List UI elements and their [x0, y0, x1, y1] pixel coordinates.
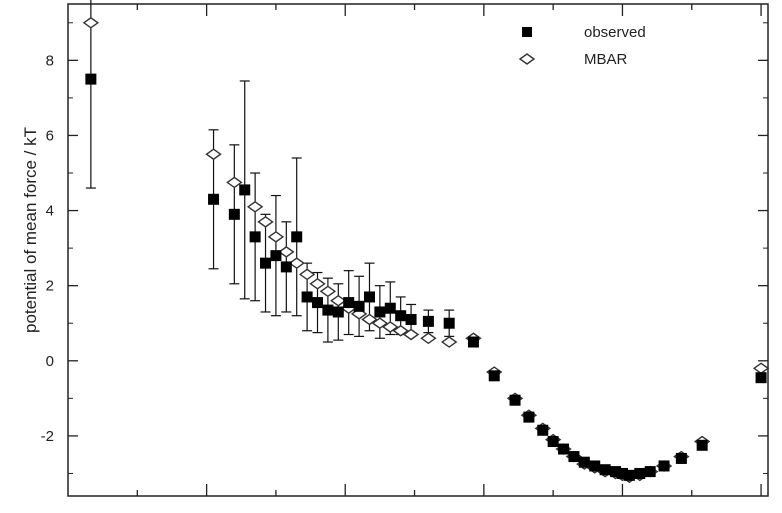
observed-point — [634, 467, 646, 479]
legend: observed MBAR — [518, 24, 646, 68]
observed-point — [332, 306, 344, 318]
observed-point — [599, 464, 611, 476]
legend-observed-marker — [522, 27, 532, 37]
observed-point — [616, 467, 628, 479]
mbar-point — [257, 215, 274, 228]
y-tick-label: 6 — [46, 127, 54, 144]
observed-point — [384, 302, 396, 314]
mbar-point — [361, 313, 378, 326]
observed-point — [610, 466, 622, 478]
mbar-point — [267, 230, 285, 243]
observed-point — [658, 460, 670, 472]
observed-point — [537, 424, 549, 436]
plot-frame — [67, 3, 769, 497]
mbar-point — [420, 332, 437, 345]
observed-point — [270, 250, 282, 262]
observed-point — [343, 297, 355, 309]
observed-point — [353, 300, 365, 312]
observed-point — [85, 73, 97, 85]
mbar-point — [319, 285, 337, 298]
mbar-point — [752, 362, 770, 375]
observed-point — [249, 231, 261, 243]
y-tick-label: 8 — [46, 52, 54, 69]
observed-series — [85, 73, 767, 481]
observed-point — [422, 315, 434, 327]
mbar-point — [392, 324, 409, 337]
y-tick-label: 2 — [46, 278, 54, 295]
y-tick-label: -2 — [41, 428, 54, 445]
observed-point — [696, 439, 708, 451]
observed-point — [280, 261, 292, 273]
observed-point — [443, 317, 455, 329]
observed-point — [208, 193, 220, 205]
observed-point — [467, 336, 479, 348]
observed-point — [405, 313, 417, 325]
mbar-point — [205, 148, 222, 161]
mbar-point — [382, 321, 399, 333]
mbar-series — [82, 16, 770, 484]
observed-point — [547, 436, 559, 448]
observed-point — [312, 297, 324, 309]
mbar-point — [246, 200, 264, 213]
legend-mbar-label: MBAR — [584, 51, 628, 68]
observed-point — [644, 466, 656, 478]
observed-point — [755, 372, 767, 384]
mbar-point — [440, 336, 458, 348]
legend-observed-label: observed — [584, 24, 646, 41]
observed-point — [291, 231, 303, 243]
observed-point — [301, 291, 313, 303]
y-axis-title: potential of mean force / kT — [21, 127, 40, 333]
legend-mbar-marker — [518, 53, 536, 65]
mbar-point — [371, 317, 389, 330]
mbar-point — [288, 257, 305, 270]
observed-point — [488, 370, 500, 382]
observed-point — [568, 451, 580, 463]
observed-point — [523, 411, 535, 423]
axis-ticks: -2 0 2 4 6 8 — [41, 4, 768, 496]
plot-border — [67, 3, 769, 497]
observed-point — [578, 456, 590, 468]
observed-point — [509, 394, 521, 406]
observed-point — [395, 310, 407, 322]
observed-point — [228, 208, 240, 220]
mbar-point — [82, 16, 100, 29]
mbar-point — [309, 277, 326, 290]
error-bars — [85, 0, 455, 343]
observed-point — [239, 184, 251, 196]
y-tick-label: 4 — [46, 203, 54, 220]
observed-point — [589, 460, 601, 472]
y-tick-label: 0 — [46, 353, 54, 370]
observed-point — [322, 304, 334, 316]
observed-point — [363, 291, 375, 303]
mbar-point — [402, 328, 420, 341]
observed-point — [558, 443, 570, 455]
observed-point — [623, 469, 635, 481]
observed-point — [260, 257, 272, 269]
observed-point — [374, 306, 386, 318]
observed-point — [675, 452, 687, 464]
mbar-point — [226, 176, 243, 189]
mbar-point — [278, 246, 295, 258]
mbar-point — [298, 268, 316, 281]
